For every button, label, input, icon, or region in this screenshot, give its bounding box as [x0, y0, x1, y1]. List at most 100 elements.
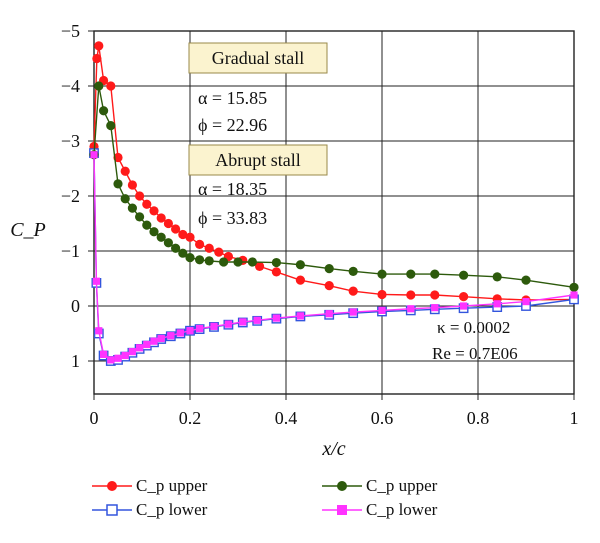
- data-point: [224, 320, 232, 328]
- gradual-phi: ϕ = 22.96: [198, 115, 267, 135]
- y-tick-label: −3: [61, 131, 80, 151]
- y-tick-label: 0: [71, 296, 80, 316]
- data-point: [171, 243, 181, 253]
- data-point: [349, 308, 357, 316]
- data-point: [348, 286, 358, 296]
- data-point: [185, 253, 195, 263]
- gradual-alpha: α = 15.85: [198, 88, 267, 108]
- x-tick-label: 0.4: [275, 408, 298, 428]
- x-tick-label: 0.2: [179, 408, 202, 428]
- data-point: [127, 203, 137, 213]
- data-point: [253, 316, 261, 324]
- data-point: [92, 53, 102, 64]
- data-point: [271, 257, 281, 268]
- data-point: [178, 229, 188, 240]
- data-point: [271, 267, 281, 277]
- legend-label-lower-magenta: C_p lower: [366, 500, 438, 519]
- data-point: [142, 199, 152, 209]
- data-point: [94, 81, 104, 91]
- data-point: [239, 318, 247, 326]
- data-point: [195, 239, 205, 249]
- data-point: [431, 304, 439, 312]
- data-point: [135, 212, 145, 222]
- data-point: [459, 270, 469, 280]
- y-tick-label: −2: [61, 186, 80, 206]
- y-tick-label: −4: [61, 76, 80, 96]
- series-line-2: [93, 85, 575, 288]
- data-point: [407, 305, 415, 313]
- data-point: [204, 243, 214, 253]
- data-point: [460, 302, 468, 310]
- data-point: [204, 256, 214, 266]
- series-2: [89, 81, 579, 292]
- data-point: [95, 327, 103, 335]
- data-point: [171, 224, 181, 234]
- data-point: [149, 227, 159, 237]
- data-point: [94, 41, 104, 51]
- data-point: [135, 191, 145, 201]
- data-point: [157, 334, 165, 343]
- kappa-label: κ = 0.0002: [437, 318, 510, 337]
- data-point: [219, 257, 229, 267]
- cp-chart: 0 0.2 0.4 0.6 0.8 1 −5 −4 −3 −2 −1 0 1 Gradual stall…: [10, 21, 579, 460]
- data-point: [255, 261, 265, 271]
- abrupt-alpha: α = 18.35: [198, 179, 267, 199]
- abrupt-stall-box: [188, 144, 328, 176]
- data-point: [143, 340, 151, 349]
- data-point: [156, 232, 166, 242]
- data-point: [176, 329, 184, 337]
- tick-labels: 0 0.2 0.4 0.6 0.8 1 −5 −4 −3 −2 −1 0 1: [61, 21, 579, 428]
- x-axis-label: x/c: [321, 438, 345, 460]
- y-tick-label: −1: [61, 241, 80, 261]
- data-point: [128, 348, 136, 356]
- legend-swatch-lower-magenta: [322, 505, 362, 515]
- x-tick-label: 0.6: [371, 408, 394, 428]
- plot-frame: [93, 30, 575, 395]
- x-tick-label: 0: [90, 408, 99, 428]
- data-point: [120, 166, 130, 176]
- legend-label-upper-green: C_p upper: [366, 476, 438, 495]
- data-point: [121, 351, 129, 360]
- data-point: [295, 260, 305, 270]
- data-point: [156, 213, 166, 223]
- data-point: [178, 248, 188, 258]
- data-point: [570, 291, 578, 299]
- legend-label-upper-red: C_p upper: [136, 476, 208, 495]
- y-axis-label: C_P: [10, 219, 46, 241]
- data-point: [214, 247, 224, 257]
- legend-swatch-upper-green: [322, 481, 362, 491]
- x-tick-label: 0.8: [467, 408, 490, 428]
- data-point: [430, 290, 440, 300]
- x-tick-label: 1: [570, 408, 579, 428]
- gradual-stall-label: Gradual stall: [212, 48, 304, 68]
- data-point: [233, 257, 243, 267]
- data-point: [196, 324, 204, 333]
- data-point: [186, 327, 194, 335]
- data-point: [272, 314, 280, 322]
- series-line-0: [93, 45, 575, 301]
- data-point: [100, 350, 108, 358]
- data-point: [459, 292, 469, 302]
- data-point: [120, 194, 130, 204]
- data-point: [325, 310, 333, 318]
- data-point: [569, 282, 579, 292]
- data-point: [377, 269, 387, 279]
- legend-swatch-lower-blue: [92, 504, 132, 516]
- data-point: [185, 232, 195, 242]
- data-point: [163, 238, 173, 248]
- data-point: [295, 275, 305, 285]
- data-point: [107, 356, 115, 364]
- data-point: [493, 300, 501, 308]
- data-point: [324, 264, 334, 274]
- legend-swatch-upper-red: [92, 481, 132, 491]
- series-layer: [89, 41, 579, 366]
- data-point: [195, 255, 205, 265]
- data-point: [406, 290, 416, 300]
- data-point: [127, 180, 137, 190]
- data-point: [136, 344, 144, 352]
- series-3: [90, 151, 578, 364]
- annotations: Gradual stall α = 15.85 ϕ = 22.96 Abrupt…: [188, 42, 518, 363]
- re-label: Re = 0.7E06: [432, 344, 518, 363]
- data-point: [406, 269, 416, 279]
- legend-label-lower-blue: C_p lower: [136, 500, 208, 519]
